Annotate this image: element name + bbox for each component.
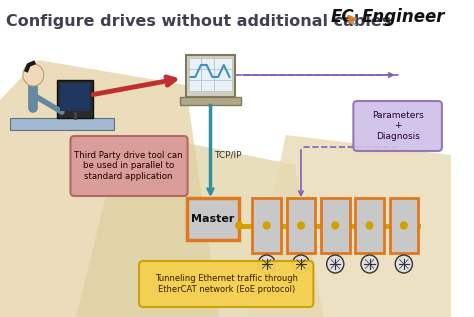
Circle shape <box>264 222 270 229</box>
FancyBboxPatch shape <box>390 198 418 253</box>
FancyBboxPatch shape <box>186 55 235 97</box>
FancyBboxPatch shape <box>355 198 384 253</box>
FancyBboxPatch shape <box>60 83 91 111</box>
Polygon shape <box>0 60 219 317</box>
FancyBboxPatch shape <box>353 101 442 151</box>
Circle shape <box>327 255 344 273</box>
Circle shape <box>361 255 378 273</box>
Circle shape <box>236 222 242 229</box>
Polygon shape <box>76 140 324 317</box>
FancyBboxPatch shape <box>287 198 315 253</box>
Circle shape <box>23 64 44 86</box>
Circle shape <box>401 222 407 229</box>
Text: TCP/IP: TCP/IP <box>214 151 242 159</box>
FancyBboxPatch shape <box>252 198 281 253</box>
Text: Tunneling Ethernet traffic through
EtherCAT network (EoE protocol): Tunneling Ethernet traffic through Ether… <box>155 274 298 294</box>
Text: Master: Master <box>191 214 235 224</box>
FancyBboxPatch shape <box>180 97 241 105</box>
Circle shape <box>366 222 373 229</box>
Circle shape <box>258 255 275 273</box>
Polygon shape <box>247 135 451 317</box>
Circle shape <box>298 222 304 229</box>
FancyBboxPatch shape <box>187 198 239 240</box>
Circle shape <box>332 222 338 229</box>
FancyBboxPatch shape <box>57 80 93 118</box>
FancyBboxPatch shape <box>189 58 232 91</box>
Text: Third Party drive tool can
be used in parallel to
standard application: Third Party drive tool can be used in pa… <box>74 151 183 181</box>
Text: Configure drives without additional cables: Configure drives without additional cabl… <box>6 14 391 29</box>
FancyBboxPatch shape <box>139 261 313 307</box>
Text: Engineer: Engineer <box>362 8 446 26</box>
Text: EC: EC <box>330 8 354 26</box>
FancyBboxPatch shape <box>321 198 349 253</box>
FancyBboxPatch shape <box>9 118 114 130</box>
Circle shape <box>395 255 412 273</box>
Circle shape <box>292 255 310 273</box>
FancyBboxPatch shape <box>71 136 188 196</box>
Text: Parameters
+
Diagnosis: Parameters + Diagnosis <box>372 111 423 141</box>
